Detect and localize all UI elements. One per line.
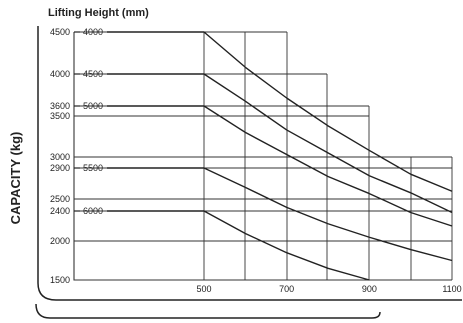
lower-bracket xyxy=(35,303,381,319)
grid-lines xyxy=(74,31,453,281)
series-label: 5000 xyxy=(83,101,103,111)
capacity-curve xyxy=(107,31,453,192)
series-label: 4500 xyxy=(83,69,103,79)
x-tick-label: 900 xyxy=(362,284,377,294)
capacity-curve xyxy=(107,105,453,227)
x-tick-labels: 500 700 900 1100 xyxy=(196,284,461,294)
x-tick-label: 700 xyxy=(279,284,294,294)
y-axis-label: CAPACITY (kg) xyxy=(8,132,23,225)
capacity-curve xyxy=(107,73,453,214)
chart-title: Lifting Height (mm) xyxy=(48,7,149,19)
capacity-curve xyxy=(107,167,453,262)
series-label: 4000 xyxy=(83,27,103,37)
x-tick-label: 1100 xyxy=(442,284,461,294)
y-tick-label: 3500 xyxy=(50,111,70,121)
series-label: 6000 xyxy=(83,206,103,216)
outer-bracket xyxy=(37,26,462,301)
y-tick-label: 2000 xyxy=(50,236,70,246)
y-tick-label: 3600 xyxy=(50,101,70,111)
y-tick-label: 4000 xyxy=(50,69,70,79)
y-tick-label: 2500 xyxy=(50,194,70,204)
axis-frame xyxy=(73,32,452,281)
y-tick-label: 4500 xyxy=(50,27,70,37)
y-tick-label: 2400 xyxy=(50,206,70,216)
capacity-curves: 4000 4500 5000 5500 6000 xyxy=(74,27,453,281)
series-label: 5500 xyxy=(83,163,103,173)
y-tick-label: 1500 xyxy=(50,275,70,285)
y-tick-label: 2900 xyxy=(50,163,70,173)
capacity-curve xyxy=(107,210,370,281)
y-tick-label: 3000 xyxy=(50,152,70,162)
x-tick-label: 500 xyxy=(196,284,211,294)
